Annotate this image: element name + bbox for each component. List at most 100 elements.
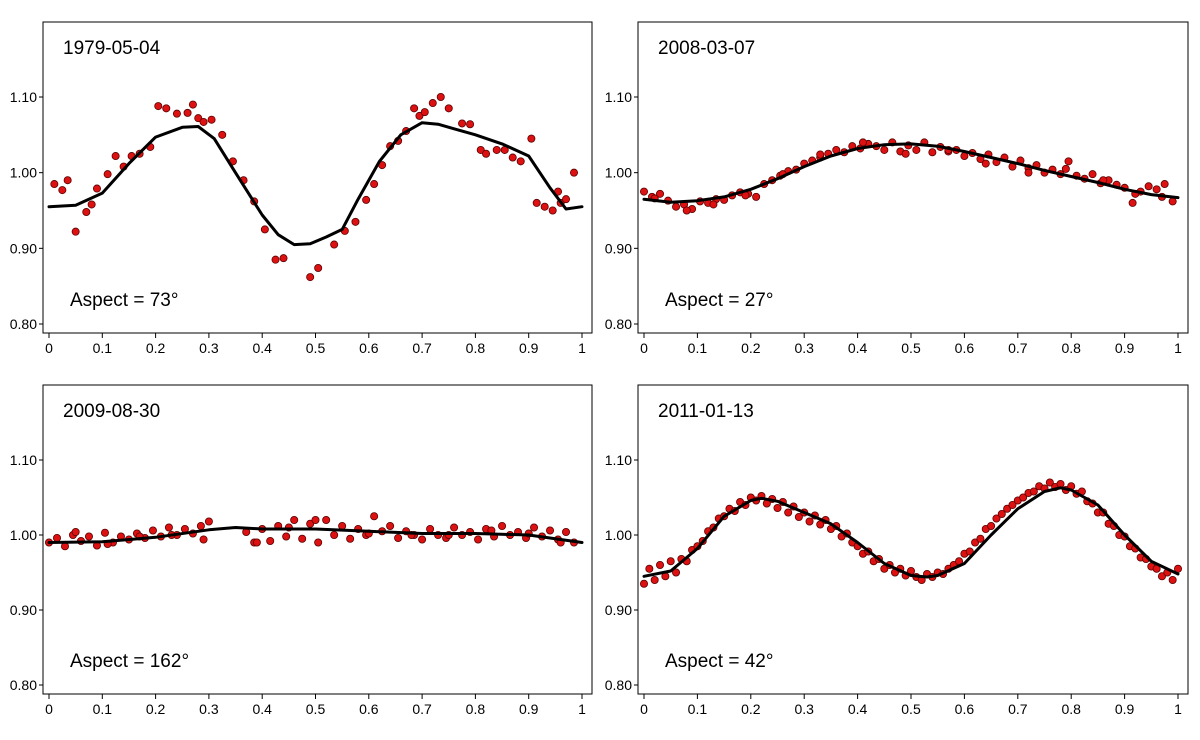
x-tick-label: 0.3 xyxy=(199,340,219,356)
x-tick-label: 0.4 xyxy=(252,340,272,356)
data-point xyxy=(858,138,867,147)
data-point xyxy=(346,534,355,543)
x-tick-label: 0.4 xyxy=(848,340,868,356)
data-point xyxy=(199,117,208,126)
data-point xyxy=(362,195,371,204)
x-tick-label: 0.6 xyxy=(359,340,379,356)
data-point xyxy=(71,528,80,537)
data-point xyxy=(492,145,501,154)
data-point xyxy=(928,148,937,157)
x-tick-label: 0.3 xyxy=(199,701,219,717)
data-point xyxy=(426,525,435,534)
x-tick-label: 1 xyxy=(578,340,586,356)
data-point xyxy=(311,516,320,525)
fit-curve xyxy=(642,142,1180,204)
data-point xyxy=(279,254,288,263)
data-point xyxy=(656,189,665,198)
data-point xyxy=(530,523,539,532)
y-tick-label: 0.80 xyxy=(605,316,632,332)
data-point xyxy=(752,192,761,201)
data-point xyxy=(82,208,91,217)
data-point xyxy=(271,255,280,264)
data-point xyxy=(428,99,437,108)
data-point xyxy=(1128,198,1137,207)
data-point xyxy=(548,206,557,215)
panel-aspect-label: Aspect = 27° xyxy=(665,290,773,311)
x-tick-label: 0.2 xyxy=(146,701,166,717)
data-point xyxy=(666,557,675,566)
data-point xyxy=(1168,197,1177,206)
data-point xyxy=(394,534,403,543)
data-point xyxy=(971,538,980,547)
panel-aspect-label: Aspect = 162° xyxy=(70,651,189,672)
x-tick-label: 0.5 xyxy=(901,701,921,717)
data-point xyxy=(650,576,659,585)
x-tick-label: 0.9 xyxy=(519,340,539,356)
data-point xyxy=(386,522,395,531)
data-point xyxy=(282,532,291,541)
data-point xyxy=(794,513,803,522)
data-point xyxy=(880,564,889,573)
data-point xyxy=(188,100,197,109)
y-tick-label: 1.00 xyxy=(10,165,37,181)
data-point xyxy=(1160,180,1169,189)
data-point xyxy=(476,145,485,154)
plot-frame xyxy=(637,384,1189,695)
data-point xyxy=(418,535,427,544)
data-point xyxy=(410,104,419,113)
data-point xyxy=(976,534,985,543)
panel-date-label: 2008-03-07 xyxy=(658,38,755,59)
data-point xyxy=(1144,182,1153,191)
data-point xyxy=(218,130,227,139)
data-point xyxy=(912,145,921,154)
panel-date-label: 2011-01-13 xyxy=(658,401,754,422)
y-tick-label: 0.80 xyxy=(605,677,632,693)
data-point xyxy=(370,180,379,189)
data-point xyxy=(1061,164,1070,173)
x-tick-label: 0.9 xyxy=(1115,701,1135,717)
x-tick-label: 0.8 xyxy=(466,340,486,356)
x-tick-label: 0.1 xyxy=(93,340,113,356)
fit-curve xyxy=(47,121,584,247)
data-point xyxy=(540,202,549,211)
data-point xyxy=(314,538,323,547)
data-point xyxy=(100,528,109,537)
x-tick-label: 0.4 xyxy=(848,701,868,717)
data-point xyxy=(640,579,649,588)
data-point xyxy=(330,240,339,249)
data-point xyxy=(84,532,93,541)
data-point xyxy=(1152,185,1161,194)
data-point xyxy=(532,198,541,207)
x-tick-label: 0.3 xyxy=(794,340,814,356)
x-tick-label: 0.3 xyxy=(794,701,814,717)
data-point xyxy=(194,114,203,123)
data-point xyxy=(314,264,323,273)
y-tick-label: 1.10 xyxy=(10,89,37,105)
data-point xyxy=(672,568,681,577)
data-point xyxy=(1003,504,1012,513)
data-point xyxy=(997,509,1006,518)
x-tick-label: 0.8 xyxy=(466,701,486,717)
x-tick-label: 0 xyxy=(640,340,648,356)
data-point xyxy=(92,184,101,193)
x-tick-label: 0.6 xyxy=(955,701,975,717)
data-point xyxy=(183,108,192,117)
data-point xyxy=(570,168,579,177)
x-tick-label: 0.9 xyxy=(519,701,539,717)
data-point xyxy=(562,528,571,537)
x-tick-label: 0.2 xyxy=(146,340,166,356)
data-point xyxy=(562,195,571,204)
data-point xyxy=(322,516,331,525)
data-point xyxy=(436,93,445,102)
data-point xyxy=(450,523,459,532)
data-point xyxy=(196,522,205,531)
x-tick-label: 0.8 xyxy=(1061,340,1081,356)
x-tick-label: 0.6 xyxy=(359,701,379,717)
data-point xyxy=(640,187,649,196)
y-tick-label: 1.00 xyxy=(10,527,37,543)
data-point xyxy=(992,514,1001,523)
data-point xyxy=(805,517,814,526)
y-tick-label: 0.90 xyxy=(605,240,632,256)
data-point xyxy=(656,561,665,570)
data-point xyxy=(1008,500,1017,509)
